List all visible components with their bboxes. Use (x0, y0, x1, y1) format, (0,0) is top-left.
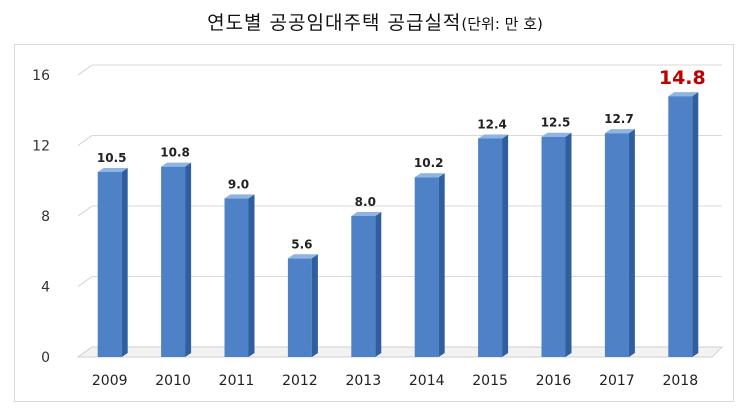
x-tick-label: 2012 (282, 373, 318, 389)
bar (287, 258, 312, 357)
x-tick-label: 2016 (536, 373, 572, 389)
bar-side (121, 167, 128, 357)
gridline-diagonal (77, 64, 93, 76)
data-label: 5.6 (291, 237, 312, 251)
y-tick-label: 4 (41, 280, 50, 296)
bar (541, 136, 566, 357)
chart-title-unit: (단위: 만 호) (461, 15, 543, 33)
bar (224, 198, 249, 357)
x-tick-label: 2014 (409, 373, 445, 389)
chart-title-main: 연도별 공공임대주택 공급실적 (207, 12, 462, 34)
data-label: 14.8 (659, 67, 706, 89)
x-tick-label: 2011 (219, 373, 255, 389)
y-tick-label: 8 (41, 209, 50, 225)
bar-side (438, 173, 445, 357)
bar-top (668, 92, 699, 97)
bar-side (311, 254, 318, 357)
bar-top (541, 132, 572, 137)
x-tick-label: 2018 (662, 373, 698, 389)
bar-side (502, 134, 509, 357)
bar-top (287, 254, 318, 259)
bar-top (414, 173, 445, 178)
y-tick-label: 12 (32, 139, 50, 155)
bar-side (565, 132, 572, 357)
bar-side (692, 92, 699, 358)
gridline-diagonal (77, 276, 93, 287)
data-label: 10.5 (97, 151, 127, 165)
bar-top (478, 134, 509, 139)
data-label: 9.0 (228, 177, 249, 191)
bar (161, 166, 186, 357)
bar-side (185, 162, 192, 357)
data-label: 8.0 (355, 195, 376, 209)
bar (668, 96, 693, 358)
y-tick-label: 16 (32, 68, 50, 84)
data-label: 12.5 (541, 116, 571, 130)
bar (351, 216, 376, 357)
data-label: 12.4 (477, 117, 507, 131)
bar-top (97, 167, 128, 172)
bar-top (224, 194, 255, 199)
bar (604, 133, 629, 357)
bar-top (351, 212, 382, 216)
bar-side (628, 129, 635, 357)
chart-title: 연도별 공공임대주택 공급실적(단위: 만 호) (0, 8, 750, 35)
label-layer: 0 4 8 12 16 10.5 2009 10.8 2010 9.0 2011 5.6 2012 8.0… (32, 67, 706, 389)
bar-layer (97, 92, 699, 358)
bar (97, 171, 122, 357)
bar-top (604, 129, 635, 134)
bar-side (375, 212, 382, 357)
gridline-diagonal (77, 135, 93, 146)
x-tick-label: 2013 (345, 373, 381, 389)
bar-side (248, 194, 255, 357)
bar (478, 138, 503, 357)
bar-top (161, 162, 192, 167)
x-tick-label: 2017 (599, 373, 635, 389)
x-tick-label: 2015 (472, 373, 508, 389)
y-tick-label: 0 (41, 350, 50, 366)
data-label: 10.8 (160, 146, 190, 160)
x-tick-label: 2010 (155, 373, 191, 389)
bar (414, 177, 439, 357)
data-label: 12.7 (604, 112, 634, 126)
data-label: 10.2 (414, 156, 444, 170)
x-tick-label: 2009 (92, 373, 128, 389)
gridline-diagonal (77, 205, 93, 217)
